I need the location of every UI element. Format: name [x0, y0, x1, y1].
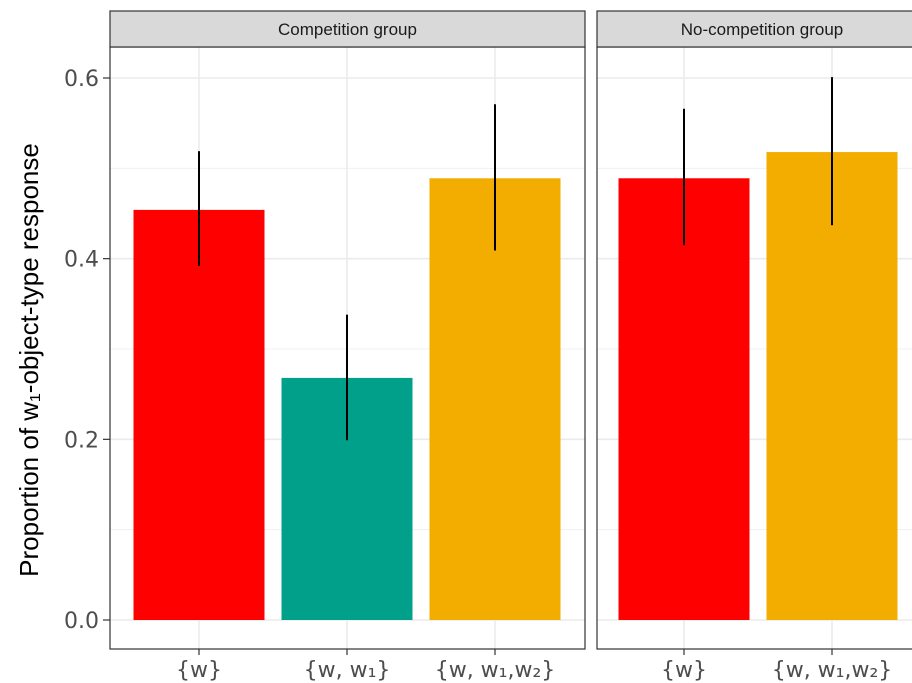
x-tick-label: {w} [661, 658, 707, 683]
facet-panels: Competition group{w} {w, w₁} {w, w₁,w₂}No-… [109, 10, 912, 683]
y-axis-label: Proportion of w₁-object-type response [14, 143, 44, 577]
bar [766, 152, 898, 620]
x-tick-label: {w} [176, 658, 222, 683]
facet-panel: No-competition group {w} {w, w₁,w₂} [596, 10, 912, 683]
facet-title: No-competition group [681, 20, 844, 39]
facet-strip [596, 10, 912, 48]
y-tick-label: 0.0 [64, 609, 99, 634]
bar [133, 209, 265, 621]
facet-title: Competition group [278, 20, 417, 39]
bar [429, 178, 561, 620]
x-tick-label: {w, w₁} [304, 658, 391, 683]
y-tick-label: 0.2 [64, 428, 99, 453]
x-tick-label: {w, w₁,w₂} [772, 658, 893, 683]
y-tick-label: 0.4 [64, 248, 99, 273]
bar [618, 178, 750, 620]
y-tick-label: 0.6 [64, 67, 99, 92]
y-axis: 0.0 0.2 0.4 0.6 [64, 67, 110, 634]
facet-panel: Competition group {w} {w, w₁} {w, w₁,w₂} [109, 10, 586, 683]
x-tick-label: {w, w₁,w₂} [435, 658, 556, 683]
facet-strip [109, 10, 586, 48]
